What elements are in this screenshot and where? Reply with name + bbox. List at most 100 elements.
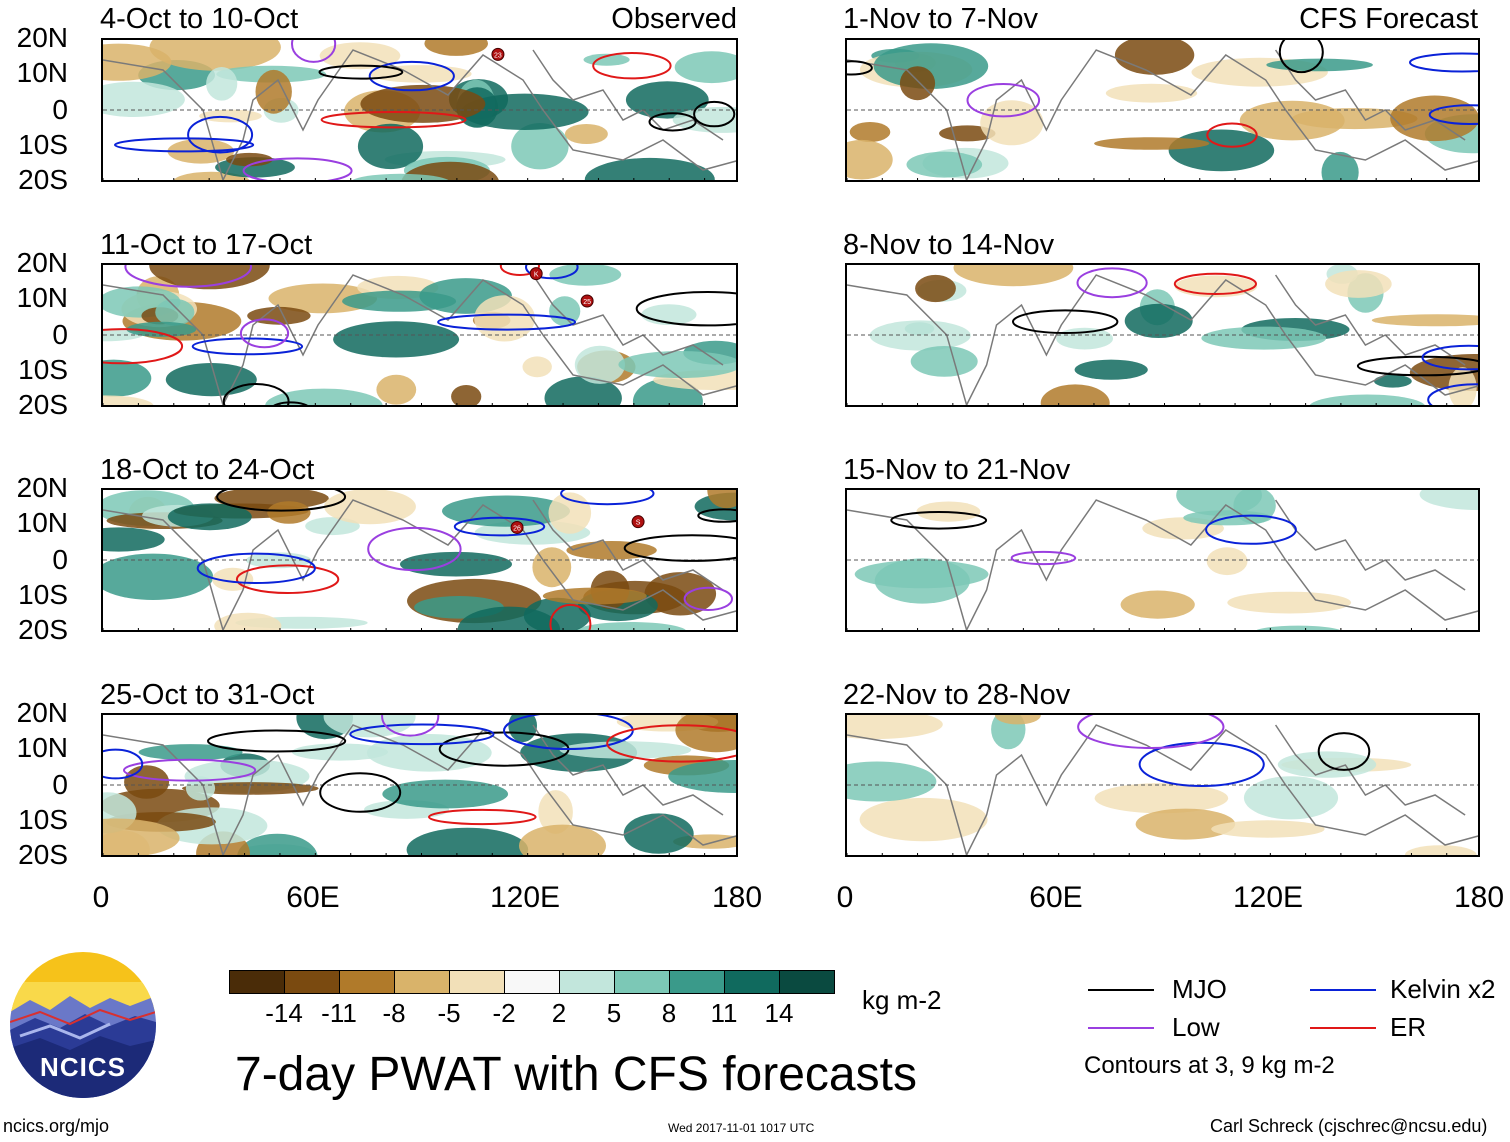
legend-label-low: Low — [1172, 1012, 1220, 1042]
pwat-anomaly-blob — [103, 81, 185, 117]
y-label-row2-10s: 10S — [18, 354, 68, 385]
pwat-anomaly-blob — [623, 813, 694, 854]
colorbar-tick-label: -8 — [382, 998, 406, 1028]
pwat-anomaly-blob — [103, 359, 152, 397]
coastline — [847, 499, 1478, 630]
pwat-anomaly-blob — [319, 42, 401, 70]
coastline-islands — [1274, 724, 1466, 816]
x-label-right-0: 0 — [836, 881, 854, 914]
wave-contour — [187, 115, 254, 154]
pwat-anomaly-blob — [522, 356, 552, 378]
x-label-left-180: 180 — [711, 881, 763, 914]
pwat-anomaly-blob — [360, 84, 486, 123]
pwat-anomaly-blob — [549, 265, 622, 286]
wave-contour — [349, 723, 495, 746]
coastline-islands — [1274, 499, 1466, 591]
wave-contour — [1206, 122, 1258, 148]
pwat-anomaly-blob — [366, 734, 492, 772]
wave-contour — [592, 52, 672, 80]
pwat-anomaly-blob — [906, 151, 983, 178]
wave-contour — [453, 516, 546, 537]
pwat-anomaly-blob — [103, 43, 172, 81]
colorbar-tick-label: -2 — [492, 998, 516, 1028]
pwat-anomaly-blob — [460, 93, 589, 130]
pwat-anomaly-blob — [1094, 783, 1229, 814]
legend-label-er: ER — [1390, 1012, 1427, 1042]
cfs-forecast-label: CFS Forecast — [1299, 3, 1478, 35]
wave-contour — [693, 100, 736, 128]
legend-label-mjo: MJO — [1172, 974, 1227, 1004]
pwat-anomaly-blob — [357, 123, 424, 170]
pwat-anomaly-blob — [1056, 327, 1113, 350]
y-label-row2-10n: 10N — [16, 282, 68, 313]
wave-contour — [697, 508, 736, 523]
pwat-anomaly-blob — [400, 551, 512, 577]
main-title: 7-day PWAT with CFS forecasts — [235, 1048, 917, 1101]
colorbar-tick-label: -14 — [265, 998, 303, 1028]
pwat-anomaly-blob — [267, 501, 311, 524]
wave-contour — [319, 772, 402, 813]
y-label-row1-10n: 10N — [16, 57, 68, 88]
forecast-map-panel-1 — [845, 38, 1480, 182]
storm-marker: 23 — [491, 47, 505, 61]
coastline — [847, 274, 1478, 405]
storm-marker-label: 26 — [513, 525, 521, 532]
pwat-anomaly-blob — [542, 587, 647, 605]
pwat-anomaly-blob — [1371, 314, 1478, 327]
wave-contour — [499, 265, 540, 276]
y-label-row3-10n: 10N — [16, 507, 68, 538]
colorbar-swatch — [284, 970, 340, 994]
colorbar-swatch — [339, 970, 395, 994]
y-label-row2-0: 0 — [52, 319, 68, 350]
pwat-anomaly-blob — [584, 157, 715, 180]
wave-contour — [207, 729, 347, 753]
pwat-anomaly-blob — [1201, 326, 1327, 350]
wave-contour — [1077, 715, 1225, 749]
pwat-anomaly-blob — [980, 100, 1044, 146]
coastline — [847, 724, 1478, 855]
footer-url[interactable]: ncics.org/mjo — [3, 1116, 110, 1136]
pwat-anomaly-blob — [559, 741, 692, 759]
pwat-anomaly-blob — [625, 81, 709, 119]
colorbar-tick-label: -11 — [321, 998, 357, 1028]
pwat-anomaly-blob — [674, 51, 736, 84]
y-label-row1-0: 0 — [52, 94, 68, 125]
wave-contour — [235, 564, 340, 594]
pwat-anomaly-blob — [644, 572, 717, 616]
pwat-anomaly-blob — [953, 265, 1074, 287]
pwat-anomaly-blob — [899, 66, 936, 101]
wave-contour — [124, 265, 252, 288]
wave-contour — [1317, 732, 1371, 771]
forecast-map-panel-2 — [845, 263, 1480, 407]
wave-contour — [623, 534, 736, 562]
wave-contour — [1138, 741, 1265, 788]
pwat-anomaly-blob — [859, 797, 988, 842]
wave-contour — [1428, 104, 1478, 125]
pwat-anomaly-blob — [291, 743, 389, 761]
wave-contour — [606, 724, 736, 763]
x-label-right-60e: 60E — [1029, 881, 1083, 914]
pwat-anomaly-blob — [1206, 547, 1248, 576]
pwat-anomaly-blob — [451, 385, 482, 405]
forecast-map-panel-4 — [845, 713, 1480, 857]
pwat-anomaly-blob — [382, 779, 509, 809]
panel-title-right-4: 22-Nov to 28-Nov — [843, 679, 1071, 711]
pwat-anomaly-blob — [149, 265, 270, 290]
pwat-anomaly-blob — [1211, 820, 1325, 838]
wave-contour — [1076, 267, 1148, 299]
storm-marker-label: K — [534, 272, 539, 279]
pwat-anomaly-blob — [103, 395, 154, 405]
colorbar-swatch — [779, 970, 835, 994]
wave-contour — [1205, 514, 1297, 545]
wave-contour — [847, 60, 873, 76]
pwat-anomaly-blob — [847, 761, 937, 802]
pwat-anomaly-blob — [1419, 490, 1478, 510]
wave-contour — [428, 808, 537, 826]
pwat-anomaly-blob — [1227, 591, 1352, 614]
y-label-row2-20n: 20N — [16, 247, 68, 278]
wave-contour — [635, 291, 736, 327]
colorbar-tick-label: 14 — [764, 998, 794, 1028]
pwat-anomaly-blob — [548, 492, 592, 534]
pwat-anomaly-blob — [1309, 394, 1425, 405]
pwat-anomaly-blob — [1325, 270, 1392, 298]
